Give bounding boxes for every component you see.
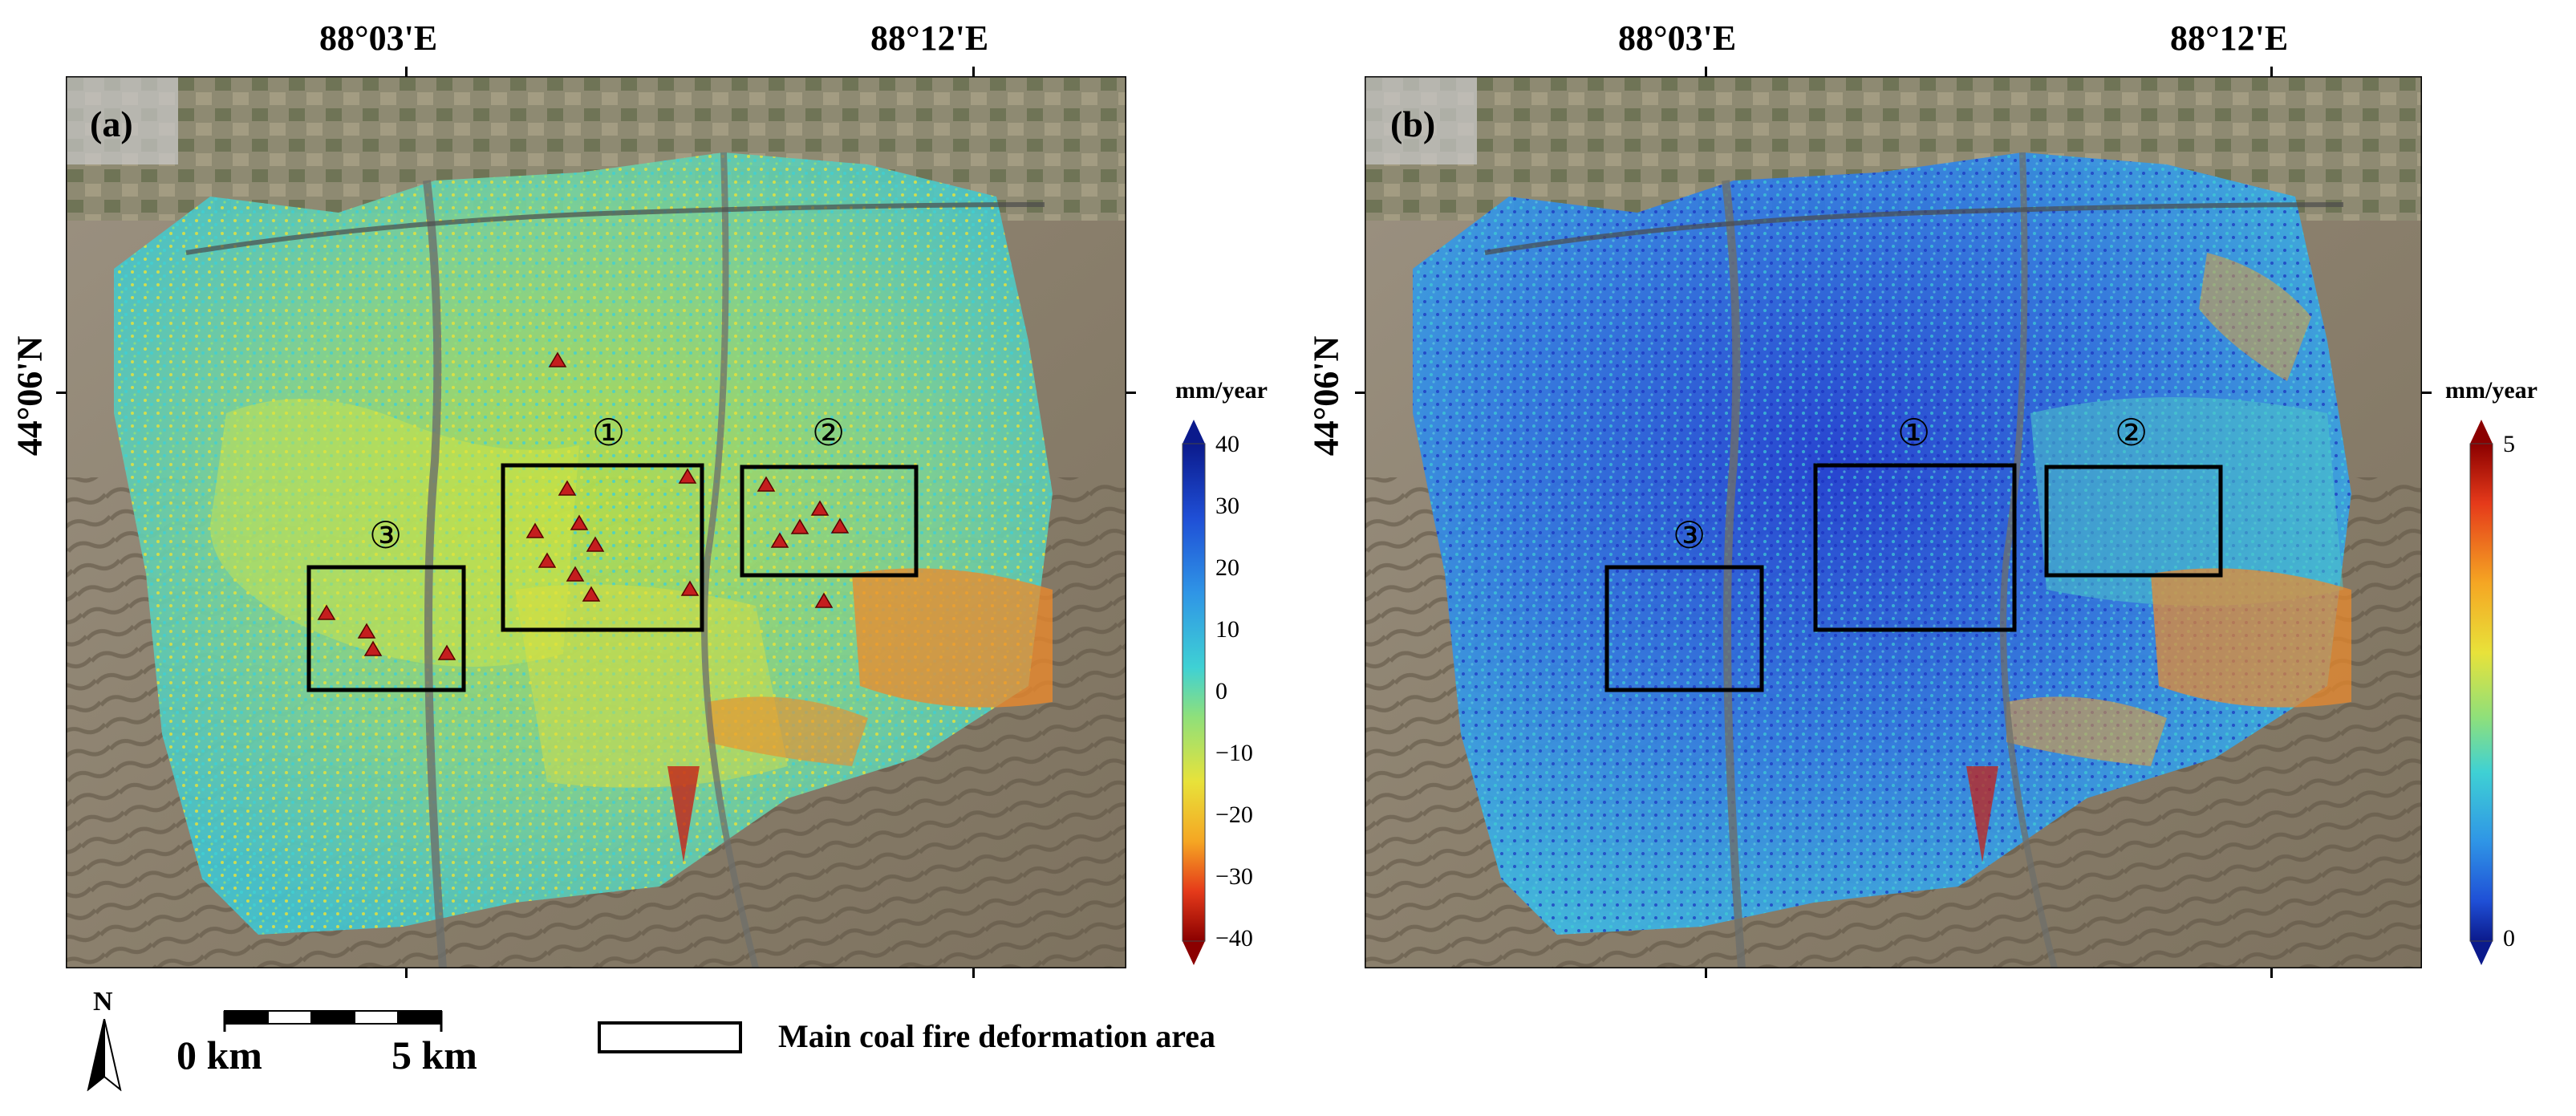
zone-label-1-a: ①	[592, 412, 626, 453]
colorbar-a-tick-m20: −20	[1215, 801, 1253, 828]
deformation-area-1-a	[501, 463, 704, 632]
lon-tick-a-2	[972, 67, 975, 76]
lon-tick-b-1b	[1705, 968, 1707, 978]
deformation-area-2-a	[740, 465, 919, 578]
deformation-map-b	[1365, 76, 2422, 968]
colorbar-a	[1182, 420, 1206, 965]
panel-label-a: (a)	[90, 103, 133, 144]
north-arrow-icon	[87, 1019, 122, 1091]
zone-label-2-b: ②	[2115, 412, 2148, 453]
panel-label-b: (b)	[1390, 103, 1436, 144]
colorbar-a-tick-10: 10	[1215, 616, 1239, 643]
zone-label-3-a: ③	[369, 515, 403, 556]
zone-label-3-b: ③	[1673, 515, 1706, 556]
colorbar-b	[2469, 420, 2493, 965]
lon-tick-b-2b	[2270, 968, 2273, 978]
colorbar-a-tick-30: 30	[1215, 493, 1239, 519]
colorbar-b-tick-0: 0	[2503, 925, 2515, 952]
deformation-area-1-b	[1813, 463, 2017, 632]
lat-label-b: 44°06'N	[1306, 335, 1346, 457]
deformation-area-3-a	[306, 565, 466, 692]
lat-tick-b-left	[1355, 392, 1365, 394]
zone-label-2-a: ②	[812, 412, 846, 453]
scale-start-label: 0 km	[176, 1033, 262, 1077]
deformation-area-3-b	[1604, 565, 1764, 692]
lon-tick-b-1	[1705, 67, 1707, 76]
scale-end-label: 5 km	[391, 1033, 477, 1077]
lat-tick-b-right	[2422, 392, 2432, 394]
coal-fire-markers	[317, 351, 850, 660]
zone-label-1-b: ①	[1897, 412, 1931, 453]
colorbar-b-tick-5: 5	[2503, 431, 2515, 457]
lat-tick-a-right	[1126, 392, 1136, 394]
lat-label-a: 44°06'N	[10, 335, 50, 457]
north-label: N	[93, 987, 113, 1017]
lon-tick-a-1b	[405, 968, 408, 978]
unit-label-b: mm/year	[2445, 377, 2537, 404]
lon-tick-a-1	[405, 67, 408, 76]
lon-label-a-1: 88°03'E	[319, 18, 438, 58]
lon-tick-b-2	[2270, 67, 2273, 76]
scale-bar	[223, 1010, 443, 1032]
lon-label-a-2: 88°12'E	[870, 18, 989, 58]
unit-label-a: mm/year	[1175, 377, 1268, 404]
lon-label-b-2: 88°12'E	[2170, 18, 2289, 58]
lon-tick-a-2b	[972, 968, 975, 978]
lon-label-b-1: 88°03'E	[1618, 18, 1737, 58]
legend-label: Main coal fire deformation area	[778, 1018, 1216, 1054]
deformation-map-a	[66, 76, 1126, 968]
deformation-area-2-b	[2044, 465, 2223, 578]
colorbar-a-tick-m10: −10	[1215, 740, 1253, 766]
colorbar-a-tick-40: 40	[1215, 431, 1239, 457]
north-arrow: N	[80, 987, 128, 1091]
colorbar-a-tick-0: 0	[1215, 678, 1227, 704]
colorbar-a-tick-m30: −30	[1215, 863, 1253, 890]
legend: Main coal fire deformation area	[598, 1017, 1320, 1065]
legend-swatch-box	[598, 1021, 742, 1053]
colorbar-a-tick-m40: −40	[1215, 925, 1253, 952]
colorbar-a-tick-20: 20	[1215, 554, 1239, 581]
lat-tick-a-left	[56, 392, 66, 394]
